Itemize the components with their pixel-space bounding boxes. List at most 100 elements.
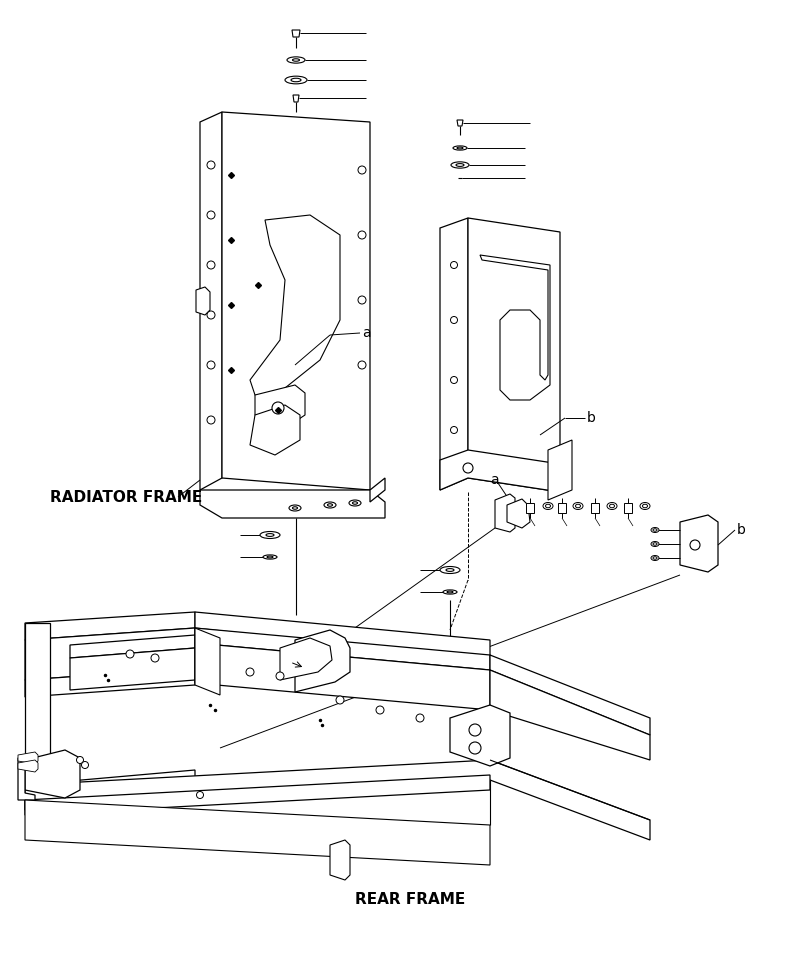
Text: b: b [587,411,596,425]
Polygon shape [25,628,195,680]
Polygon shape [25,750,80,798]
Ellipse shape [457,147,463,149]
Ellipse shape [285,76,307,84]
Text: a: a [490,473,499,487]
Polygon shape [293,95,299,102]
Ellipse shape [607,503,617,509]
Circle shape [451,261,458,268]
Ellipse shape [610,505,615,507]
Circle shape [690,540,700,550]
Ellipse shape [573,503,583,509]
Circle shape [207,416,215,424]
Ellipse shape [453,146,467,150]
Ellipse shape [291,78,301,82]
Circle shape [358,361,366,369]
Polygon shape [195,643,490,710]
Polygon shape [457,120,463,126]
Ellipse shape [260,531,280,538]
Circle shape [416,714,424,722]
Ellipse shape [653,543,657,545]
Circle shape [151,654,159,662]
Polygon shape [250,405,300,455]
Ellipse shape [267,556,273,558]
Polygon shape [200,112,222,490]
Polygon shape [507,499,530,528]
Ellipse shape [447,591,453,593]
Polygon shape [250,215,340,400]
Text: REAR FRAME: REAR FRAME [355,893,465,907]
Ellipse shape [324,502,336,508]
Polygon shape [25,770,195,800]
Circle shape [358,166,366,174]
Ellipse shape [651,541,659,547]
Polygon shape [495,494,515,532]
Circle shape [207,311,215,319]
Polygon shape [330,840,350,880]
Ellipse shape [576,505,581,507]
Polygon shape [280,638,332,680]
Circle shape [207,161,215,169]
Text: a: a [362,326,371,340]
Polygon shape [490,670,650,760]
Polygon shape [591,503,599,513]
Polygon shape [255,385,305,425]
Polygon shape [490,655,650,735]
Polygon shape [196,287,210,315]
Ellipse shape [287,57,305,63]
Ellipse shape [443,590,457,594]
Circle shape [463,463,473,473]
Circle shape [358,231,366,239]
Ellipse shape [292,59,299,62]
Circle shape [207,211,215,219]
Polygon shape [548,440,572,500]
Circle shape [451,316,458,324]
Circle shape [246,668,254,676]
Polygon shape [25,760,650,840]
Ellipse shape [640,503,650,509]
Polygon shape [18,760,38,772]
Polygon shape [200,490,385,518]
Circle shape [196,792,204,799]
Polygon shape [370,478,385,502]
Ellipse shape [352,502,357,505]
Polygon shape [25,668,195,697]
Polygon shape [295,630,350,692]
Polygon shape [292,30,300,37]
Ellipse shape [456,163,464,166]
Circle shape [469,724,481,736]
Circle shape [126,650,134,658]
Polygon shape [480,255,550,400]
Circle shape [336,696,344,704]
Ellipse shape [543,503,553,509]
Text: b: b [737,523,746,537]
Circle shape [376,706,384,714]
Polygon shape [440,450,560,492]
Polygon shape [25,623,50,790]
Text: RADIATOR FRAME: RADIATOR FRAME [50,489,202,505]
Polygon shape [680,515,718,572]
Circle shape [276,672,284,680]
Ellipse shape [440,566,460,574]
Circle shape [469,742,481,754]
Polygon shape [25,800,490,865]
Circle shape [272,402,284,414]
Circle shape [77,756,83,763]
Polygon shape [70,635,195,658]
Circle shape [82,761,89,769]
Circle shape [207,261,215,269]
Ellipse shape [289,505,301,511]
Polygon shape [222,112,370,490]
Circle shape [358,296,366,304]
Polygon shape [195,612,490,660]
Polygon shape [25,612,195,640]
Polygon shape [195,628,220,695]
Ellipse shape [651,528,659,532]
Polygon shape [450,705,510,766]
Polygon shape [468,218,560,492]
Ellipse shape [263,554,277,559]
Ellipse shape [651,555,659,560]
Ellipse shape [328,504,333,506]
Circle shape [451,377,458,383]
Ellipse shape [451,161,469,168]
Polygon shape [526,503,534,513]
